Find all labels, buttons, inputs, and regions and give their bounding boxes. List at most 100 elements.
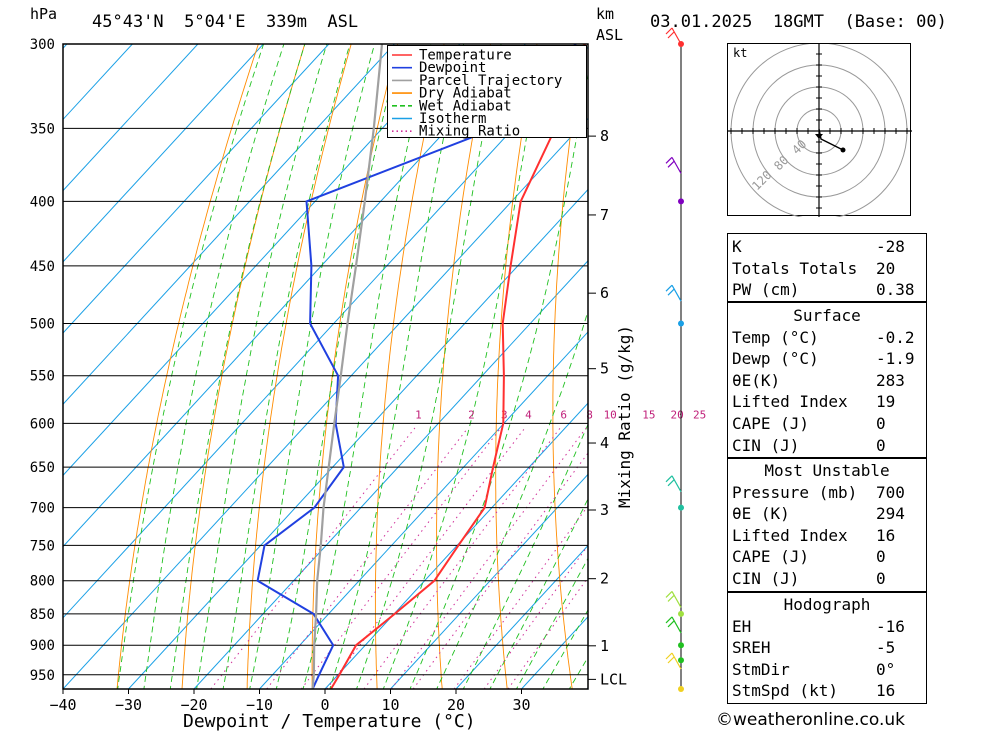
x-tick-label: −30: [115, 696, 142, 714]
pressure-tick-label: 400: [30, 194, 55, 210]
mixing-ratio-line: [326, 427, 526, 689]
pressure-tick-label: 300: [30, 37, 55, 53]
mixing-ratio-value-label: 1: [415, 408, 422, 421]
pressure-tick-label: 850: [30, 607, 55, 623]
datetime-label: 03.01.2025 18GMT (Base: 00): [650, 12, 947, 32]
wind-profile: [665, 27, 684, 692]
x-axis-title: Dewpoint / Temperature (°C): [183, 711, 476, 732]
hodograph-unit: kt: [733, 46, 747, 60]
index-label: K: [732, 237, 742, 256]
height-tick-label: 3: [600, 501, 609, 519]
surface-value: -0.2: [876, 327, 915, 347]
isotherm-line: [63, 44, 133, 121]
most-unstable-label: θE (K): [732, 504, 790, 524]
most-unstable-value: 294: [876, 504, 905, 524]
isotherm-line: [128, 188, 588, 689]
dry-adiabat-line: [662, 44, 702, 689]
wet-adiabat-line: [275, 44, 402, 689]
surface-value: 283: [876, 370, 905, 390]
wind-barb: [665, 591, 682, 608]
mixing-ratio-value-label: 6: [560, 408, 567, 421]
wet-adiabat-line: [409, 72, 588, 689]
hodograph-stat-value: 16: [876, 681, 896, 701]
height-tick-label: 8: [600, 127, 609, 145]
height-tick-label: 7: [600, 206, 609, 224]
legend-label: Dry Adiabat: [419, 86, 512, 102]
most-unstable-value: 0: [876, 547, 886, 567]
wind-barb: [665, 475, 682, 493]
legend-label: Mixing Ratio: [419, 124, 520, 139]
mixing-ratio-line: [210, 427, 416, 689]
most-unstable-row: CAPE (J) 0: [728, 546, 926, 568]
height-tick-label: 5: [600, 360, 609, 378]
wind-level-dot: [678, 657, 684, 664]
most-unstable-label: CIN (J): [732, 568, 800, 588]
mixing-ratio-line: [363, 427, 561, 689]
hodograph-stat-value: -16: [876, 616, 905, 636]
mixing-ratio-labels: 1 2 3 4 6 8 10 15 20 25: [415, 408, 706, 421]
index-value: 20: [876, 258, 896, 278]
mixing-ratio-value-label: 20: [671, 408, 684, 421]
dry-adiabat-line: [181, 44, 306, 689]
hodograph-stat-row: EH -16: [728, 616, 926, 638]
legend-label: Isotherm: [419, 111, 486, 127]
most-unstable-row: CIN (J) 0: [728, 568, 926, 590]
mixing-ratio-line: [390, 427, 587, 689]
wet-adiabat-line: [222, 44, 351, 689]
hodograph-stats-table: Hodograph EH -16 SREH -5 StmDir 0° StmSpd (kt)…: [728, 594, 926, 702]
isotherm-line: [63, 44, 461, 477]
surface-box: [727, 302, 927, 458]
most-unstable-label: Lifted Index: [732, 525, 848, 545]
legend-label: Parcel Trajectory: [419, 73, 562, 89]
wind-level-dot: [678, 320, 684, 327]
most-unstable-title: Most Unstable: [764, 461, 890, 480]
pressure-tick-label: 500: [30, 317, 55, 333]
hodograph-stat-label: SREH: [732, 638, 771, 658]
wet-adiabat-line: [356, 44, 502, 689]
x-tick-label: 30: [512, 696, 530, 714]
grid-layer: [63, 44, 702, 689]
dry-adiabat-line: [374, 44, 445, 689]
mixing-ratio-line: [507, 576, 588, 689]
pressure-tick-label: 700: [30, 501, 55, 517]
height-km-axis: 8 7 6 5 4 3 2 1 LCL: [588, 127, 627, 688]
wet-adiabat-line: [117, 44, 265, 689]
x-tick-label: −20: [180, 696, 207, 714]
isotherm-line: [63, 44, 395, 405]
isotherm-line: [63, 44, 68, 49]
isotherm-line: [259, 331, 588, 689]
surface-row: Dewp (°C) -1.9: [728, 348, 926, 370]
x-tick-label: 20: [447, 696, 465, 714]
height-unit-label: km: [596, 5, 615, 23]
dry-adiabat-line: [116, 44, 259, 689]
copyright-footer[interactable]: ©weatheronline.co.uk: [716, 710, 906, 730]
wet-adiabat-line: [489, 497, 588, 689]
pressure-tick-label: 750: [30, 538, 55, 554]
wet-adiabat-line: [462, 423, 588, 689]
surface-label: CAPE (J): [732, 413, 810, 433]
surface-row: θE(K) 283: [728, 370, 926, 392]
isotherm-line: [455, 544, 588, 689]
storm-motion-marker: [815, 134, 823, 139]
dry-adiabat-line: [311, 44, 399, 689]
indices-box: [727, 233, 927, 302]
pressure-tick-label: 800: [30, 574, 55, 590]
pressure-tick-label: 450: [30, 259, 55, 275]
wet-adiabat-line: [169, 44, 306, 689]
pressure-tick-label: 550: [30, 369, 55, 385]
surface-row: CIN (J) 0: [728, 435, 926, 457]
hodograph-stat-label: EH: [732, 616, 752, 636]
wet-adiabat-line: [382, 44, 545, 689]
index-value: 0.38: [876, 280, 915, 300]
isotherm-line: [63, 46, 588, 619]
mixing-ratio-axis-title: Mixing Ratio (g/kg): [615, 325, 634, 508]
hodograph-stats-box: [727, 592, 927, 704]
surface-title: Surface: [793, 306, 861, 325]
mixing-ratio-line: [266, 427, 469, 689]
index-value: -28: [876, 237, 905, 256]
mixing-ratio-value-label: 25: [693, 408, 706, 421]
most-unstable-row: Lifted Index 16: [728, 525, 926, 547]
surface-value: 0: [876, 413, 886, 433]
hodograph-stat-row: SREH -5: [728, 637, 926, 659]
